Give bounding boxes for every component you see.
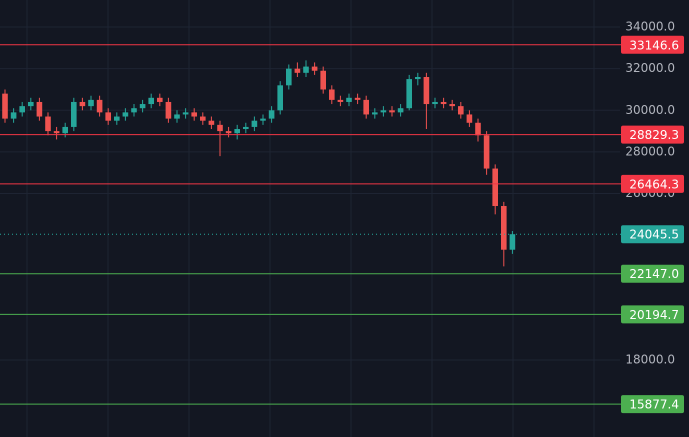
candle-body — [182, 112, 189, 115]
candle-body — [234, 129, 240, 134]
candle-body — [286, 68, 292, 86]
candle-body — [329, 89, 335, 100]
candle-body — [139, 104, 146, 109]
level-label-box — [621, 174, 684, 193]
candle-body — [458, 106, 464, 115]
candle-body — [157, 97, 163, 102]
candle-body — [415, 76, 421, 80]
candle-body — [28, 101, 34, 107]
candle-body — [225, 131, 232, 134]
candle-body — [71, 101, 77, 127]
level-label-box — [621, 395, 684, 414]
candle-body — [79, 101, 86, 107]
level-label-box — [621, 225, 684, 244]
candle-body — [372, 112, 378, 115]
candle-body — [122, 112, 129, 117]
candle-body — [363, 99, 369, 115]
level-label: 15877.4 — [629, 398, 679, 412]
candle-body — [200, 116, 206, 121]
candle-body — [88, 99, 94, 107]
level-label-box — [621, 264, 684, 283]
candle-body — [2, 93, 8, 119]
candle-body — [268, 110, 275, 119]
level-label: 22147.0 — [629, 267, 679, 281]
candle-body — [475, 122, 481, 136]
y-tick-label: 18000.0 — [625, 353, 675, 367]
level-label: 33146.6 — [629, 38, 679, 52]
candle-body — [483, 135, 490, 169]
candle-body — [62, 126, 68, 134]
candle-body — [311, 66, 318, 71]
level-label: 20194.7 — [629, 308, 679, 322]
candle-body — [96, 99, 103, 113]
level-label: 28829.3 — [629, 128, 679, 142]
candle-body — [501, 206, 507, 250]
candle-body — [466, 114, 473, 123]
y-tick-label: 34000.0 — [625, 20, 675, 34]
candle-body — [217, 124, 223, 132]
candle-body — [251, 120, 258, 127]
candle-body — [389, 110, 395, 113]
level-label-box — [621, 35, 684, 54]
candle-body — [114, 116, 120, 121]
candle-body — [260, 118, 266, 121]
level-label-box — [621, 305, 684, 324]
candle-body — [148, 97, 154, 105]
candle-body — [303, 66, 309, 73]
candle-body — [36, 101, 43, 117]
candle-body — [131, 108, 137, 113]
candle-body — [397, 108, 404, 113]
candle-body — [440, 101, 447, 105]
candle-body — [509, 234, 516, 250]
candle-body — [294, 68, 301, 73]
candle-body — [105, 112, 111, 121]
candle-body — [277, 85, 283, 111]
candle-body — [10, 112, 17, 119]
candle-body — [19, 106, 25, 113]
level-label-box — [621, 125, 684, 144]
candle-body — [243, 126, 249, 130]
candle-body — [208, 120, 215, 125]
candle-body — [346, 97, 352, 102]
candle-body — [406, 79, 412, 109]
candle-body — [165, 101, 172, 119]
candle-body — [337, 99, 344, 102]
level-label: 26464.3 — [629, 177, 679, 191]
candle-body — [53, 131, 60, 134]
candle-body — [191, 112, 197, 117]
y-tick-label: 32000.0 — [625, 61, 675, 75]
candle-body — [320, 70, 326, 90]
candle-body — [380, 110, 387, 113]
candle-body — [45, 116, 51, 132]
y-tick-label: 28000.0 — [625, 144, 675, 158]
candle-body — [492, 168, 498, 207]
candle-body — [174, 114, 180, 119]
candle-body — [432, 101, 438, 105]
y-tick-label: 30000.0 — [625, 103, 675, 117]
candle-body — [354, 97, 361, 100]
candle-body — [449, 104, 455, 107]
level-label: 24045.5 — [629, 228, 679, 242]
candle-body — [423, 76, 430, 105]
